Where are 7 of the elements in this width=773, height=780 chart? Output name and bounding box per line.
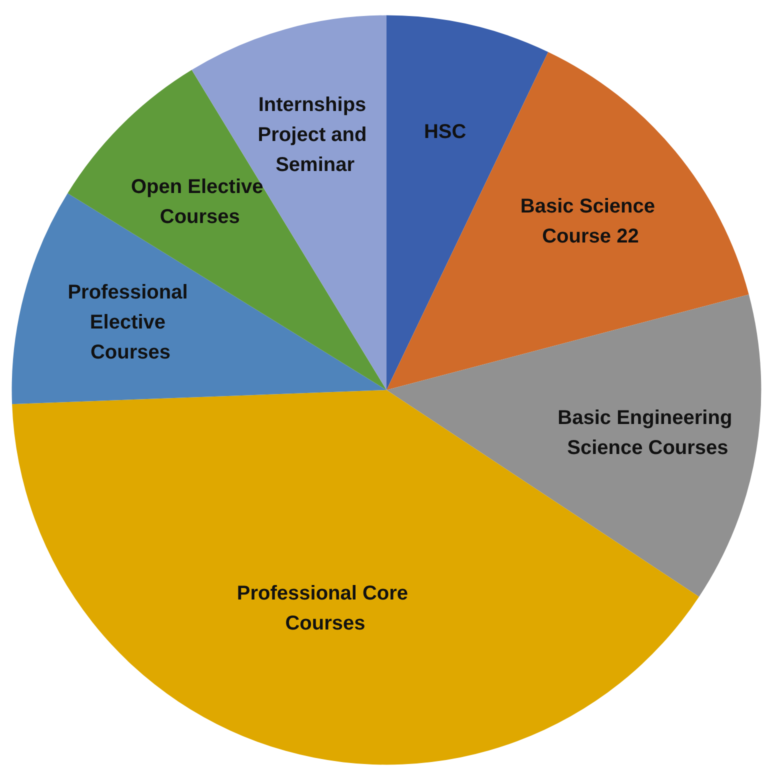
slice-label: HSC [424, 120, 466, 143]
slice-label: Basic Science Course 22 [520, 195, 661, 248]
slice-label: Basic Engineering Science Courses [558, 407, 738, 460]
slice-label: Internships Project and Seminar [258, 94, 372, 176]
slice-label: Open Elective Courses [130, 176, 269, 228]
slice-label: Professional Elective Courses [68, 282, 194, 364]
slice-label: Professional Core Courses [236, 582, 414, 634]
